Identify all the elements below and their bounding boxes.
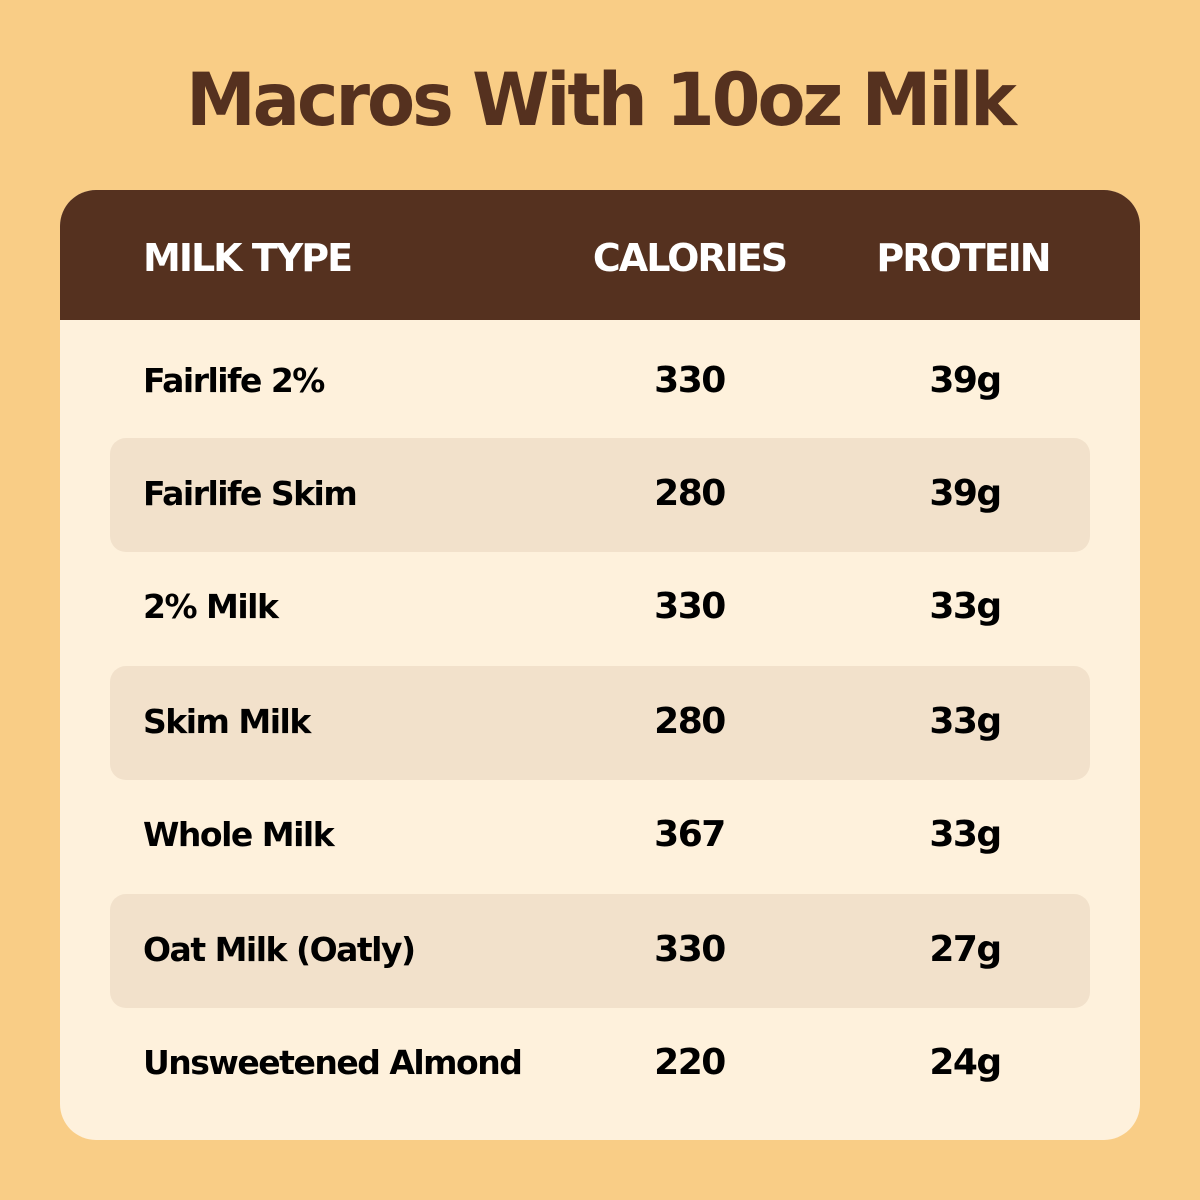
table-row: Fairlife 2% 330 39g — [110, 325, 1090, 439]
protein-value: 39g — [929, 360, 1002, 401]
header-calories: CALORIES — [592, 236, 788, 280]
calories-value: 330 — [654, 360, 726, 401]
milk-name: 2% Milk — [143, 587, 279, 626]
protein-value: 33g — [929, 701, 1002, 742]
table-row: Unsweetened Almond 220 24g — [110, 1007, 1090, 1121]
macros-table: MILK TYPE CALORIES PROTEIN Fairlife 2% 3… — [60, 190, 1140, 1140]
header-milk-type: MILK TYPE — [143, 236, 353, 280]
table-header: MILK TYPE CALORIES PROTEIN — [60, 190, 1140, 320]
table-row: Skim Milk 280 33g — [110, 666, 1090, 780]
protein-value: 27g — [929, 929, 1002, 970]
protein-value: 24g — [929, 1042, 1002, 1083]
table-row: Whole Milk 367 33g — [110, 779, 1090, 893]
milk-name: Skim Milk — [143, 702, 311, 741]
protein-value: 33g — [929, 814, 1002, 855]
table-row: 2% Milk 330 33g — [110, 551, 1090, 665]
calories-value: 280 — [654, 701, 726, 742]
milk-name: Oat Milk (Oatly) — [143, 930, 416, 969]
calories-value: 280 — [654, 473, 726, 514]
header-protein: PROTEIN — [876, 236, 1051, 280]
calories-value: 330 — [654, 586, 726, 627]
protein-value: 33g — [929, 586, 1002, 627]
milk-name: Unsweetened Almond — [143, 1043, 523, 1082]
calories-value: 330 — [654, 929, 726, 970]
table-row: Oat Milk (Oatly) 330 27g — [110, 894, 1090, 1008]
milk-name: Fairlife 2% — [143, 361, 325, 400]
calories-value: 367 — [654, 814, 726, 855]
protein-value: 39g — [929, 473, 1002, 514]
table-row: Fairlife Skim 280 39g — [110, 438, 1090, 552]
milk-name: Fairlife Skim — [143, 474, 358, 513]
milk-name: Whole Milk — [143, 815, 335, 854]
page-title: Macros With 10oz Milk — [186, 56, 1017, 144]
calories-value: 220 — [654, 1042, 726, 1083]
